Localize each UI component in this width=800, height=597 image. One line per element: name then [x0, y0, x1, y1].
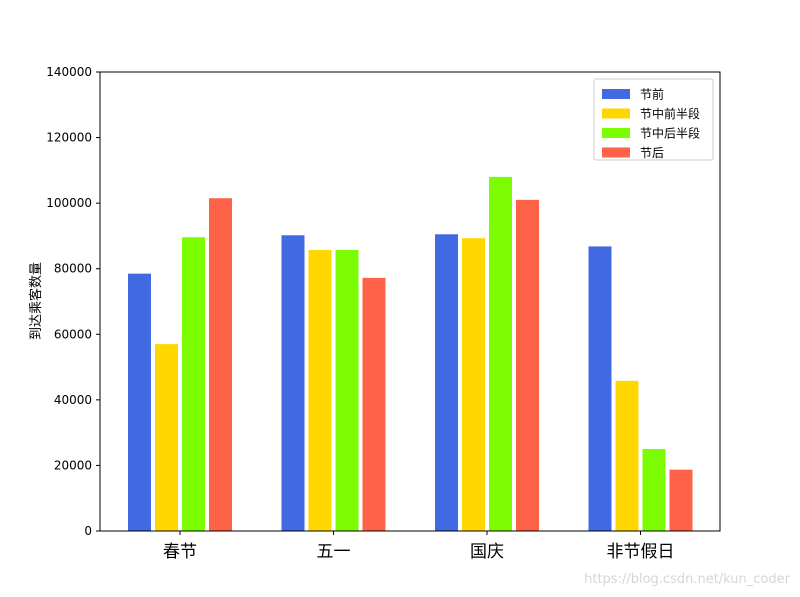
legend-label: 节中后半段	[640, 126, 700, 141]
y-tick-label: 0	[84, 524, 92, 538]
bar-3-3	[669, 469, 693, 531]
bar-1-3	[362, 277, 386, 531]
bar-3-0	[588, 246, 612, 532]
x-tick-label: 非节假日	[607, 542, 675, 562]
y-axis-label: 到达乘客数量	[28, 262, 44, 340]
y-tick-label: 120000	[46, 131, 92, 145]
bar-1-1	[308, 250, 332, 531]
y-tick-label: 140000	[46, 65, 92, 79]
legend-label: 节前	[640, 87, 664, 102]
bar-0-1	[155, 344, 178, 531]
bar-1-0	[281, 235, 305, 531]
x-tick-label: 春节	[163, 542, 197, 562]
bar-3-1	[615, 380, 639, 531]
legend-swatch	[602, 108, 630, 119]
legend-swatch	[602, 89, 630, 99]
legend-swatch	[602, 147, 630, 158]
legend-label: 节中前半段	[640, 106, 700, 121]
y-tick-label: 60000	[54, 327, 92, 341]
x-axis: 春节 五一 国庆 非节假日	[163, 531, 675, 562]
bar-2-2	[489, 176, 512, 531]
bar-2-3	[516, 199, 539, 531]
bar-0-0	[128, 273, 151, 531]
y-tick-label: 100000	[46, 196, 92, 210]
bar-2-1	[462, 238, 485, 531]
y-tick-label: 80000	[54, 262, 92, 276]
bar-2-0	[435, 234, 458, 531]
legend-box	[593, 78, 714, 161]
legend-label: 节后	[640, 146, 664, 160]
bar-0-3	[209, 198, 232, 531]
y-axis: 0 20000 40000 60000 80000 100000 120000 140000	[46, 65, 100, 538]
legend-swatch	[602, 128, 630, 138]
bar-3-2	[642, 449, 666, 531]
bar-1-2	[335, 250, 359, 531]
x-tick-label: 国庆	[470, 542, 504, 562]
bar-0-2	[182, 237, 205, 532]
x-tick-label: 五一	[317, 542, 351, 562]
y-tick-label: 20000	[54, 458, 92, 472]
y-tick-label: 40000	[54, 393, 92, 407]
bars-group	[128, 176, 693, 532]
watermark: https://blog.csdn.net/kun_coder	[584, 572, 790, 587]
plot-frame	[99, 71, 721, 532]
